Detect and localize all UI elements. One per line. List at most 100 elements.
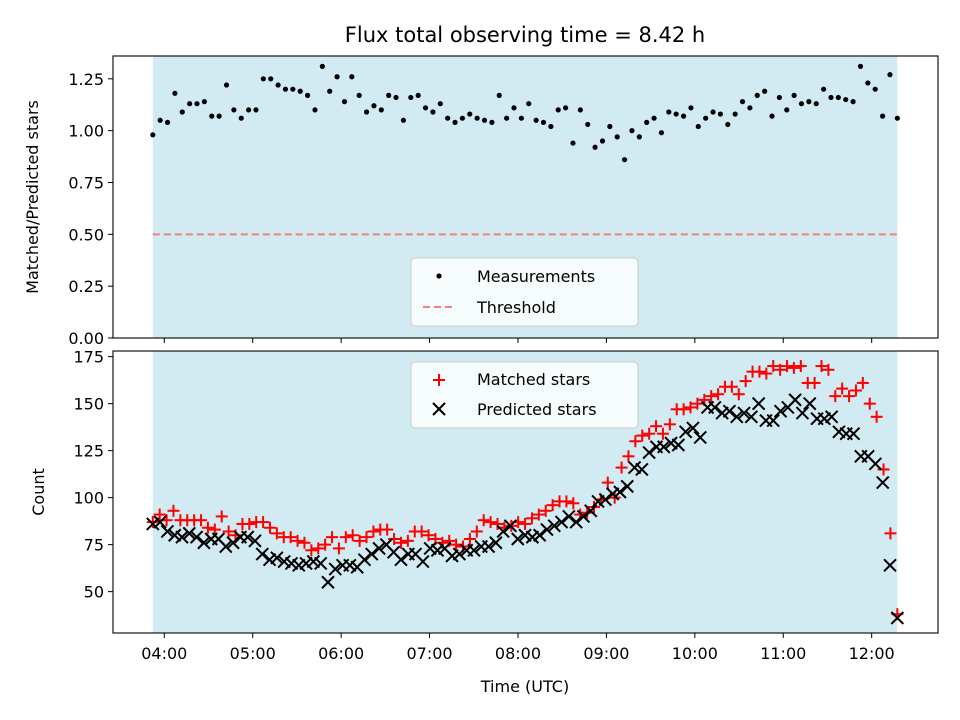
matched-star-point — [767, 360, 780, 373]
matched-star-point — [525, 512, 538, 525]
measurement-point — [798, 101, 805, 107]
matched-star-point — [263, 521, 276, 534]
top-legend: Measurements Threshold — [410, 257, 639, 327]
bottom-x-ticks: 04:00 05:00 06:00 07:00 08:00 09:00 10:00 11:00… — [141, 633, 895, 663]
predicted-star-point — [255, 547, 269, 561]
matched-star-point — [884, 527, 897, 540]
measurement-point — [887, 72, 893, 78]
measurement-point — [791, 92, 797, 98]
measurement-point — [474, 115, 480, 121]
matched-star-point — [712, 388, 725, 401]
matched-star-point — [843, 390, 856, 403]
measurement-point — [459, 115, 465, 121]
measurement-points — [150, 63, 900, 163]
matched-star-point — [753, 365, 766, 378]
legend-predicted-marker — [432, 402, 446, 416]
predicted-star-point — [540, 522, 554, 537]
measurement-point — [260, 76, 266, 82]
matched-star-point — [153, 508, 166, 521]
bottom-legend: Matched stars Predicted stars — [410, 361, 639, 429]
matched-star-point — [815, 360, 828, 373]
matched-star-point — [732, 388, 745, 401]
measurement-point — [341, 99, 348, 105]
matched-star-point — [532, 508, 545, 521]
bottom-y-axis-label: Count — [29, 468, 48, 516]
measurement-point — [695, 123, 701, 130]
measurement-point — [290, 86, 296, 92]
measurement-point — [703, 115, 709, 121]
measurement-point — [585, 121, 591, 128]
x-tick-label: 04:00 — [141, 644, 187, 663]
x-axis-label: Time (UTC) — [480, 677, 569, 696]
matched-star-point — [394, 536, 407, 549]
predicted-star-point — [365, 547, 379, 561]
matched-star-point — [636, 429, 649, 442]
matched-star-point — [725, 380, 738, 393]
predicted-star-point — [394, 552, 408, 567]
measurement-point — [828, 94, 834, 101]
predicted-star-point — [270, 551, 284, 565]
legend-matched-label: Matched stars — [477, 370, 590, 389]
predicted-star-point — [642, 445, 656, 460]
measurement-point — [607, 123, 613, 130]
measurement-point — [282, 86, 289, 92]
matched-star-point — [243, 517, 256, 530]
measurement-point — [680, 113, 687, 119]
predicted-star-point — [635, 462, 649, 477]
matched-star-point — [781, 360, 794, 373]
measurement-point — [621, 157, 628, 163]
matched-star-point — [760, 367, 773, 380]
predicted-star-point — [182, 526, 196, 541]
measurement-point — [216, 113, 222, 119]
top-axes-frame — [112, 55, 939, 339]
predicted-star-point — [489, 536, 503, 550]
matched-star-point — [794, 360, 807, 373]
predicted-star-point — [554, 515, 569, 529]
measurement-point — [297, 88, 303, 94]
top-legend-box — [410, 257, 639, 327]
matched-star-point — [787, 361, 800, 374]
top-x-ticks — [163, 338, 873, 343]
predicted-star-point — [547, 519, 561, 533]
measurement-point — [253, 107, 259, 113]
predicted-star-point — [598, 492, 613, 507]
bottom-y-tick-label: 150 — [73, 395, 104, 414]
x-tick-label: 07:00 — [407, 644, 453, 663]
top-y-tick-label: 0.00 — [68, 329, 104, 348]
measurement-point — [717, 111, 724, 117]
measurement-point — [231, 107, 237, 113]
matched-star-point — [463, 533, 476, 545]
predicted-star-point — [562, 509, 576, 524]
predicted-star-point — [328, 562, 342, 576]
measurement-point — [518, 115, 524, 121]
measurement-point — [304, 92, 311, 98]
measurement-point — [349, 74, 355, 80]
matched-star-point — [367, 525, 380, 538]
matched-star-point — [677, 403, 690, 416]
x-tick-label: 05:00 — [230, 644, 276, 663]
measurement-point — [548, 123, 554, 130]
measurement-point — [725, 121, 731, 128]
measurement-point — [739, 99, 746, 105]
predicted-star-point — [803, 396, 817, 411]
matched-star-point — [270, 527, 283, 540]
predicted-star-point — [773, 404, 788, 418]
measurement-point — [614, 134, 620, 140]
matched-star-point — [470, 525, 483, 538]
matched-star-point — [305, 544, 318, 557]
legend-measurements-marker — [436, 273, 442, 279]
matched-star-point — [836, 382, 849, 395]
matched-star-point — [849, 384, 862, 397]
measurement-point — [378, 107, 384, 113]
measurement-point — [437, 101, 443, 107]
matched-star-point — [332, 542, 345, 555]
top-y-tick-label: 0.75 — [68, 173, 104, 192]
predicted-star-point — [671, 438, 686, 452]
measurement-point — [732, 111, 738, 117]
measurement-point — [275, 82, 281, 88]
predicted-star-point — [569, 515, 583, 529]
matched-star-point — [684, 401, 697, 414]
predicted-star-point — [744, 410, 759, 424]
measurement-point — [776, 94, 782, 101]
x-tick-label: 09:00 — [583, 644, 629, 663]
